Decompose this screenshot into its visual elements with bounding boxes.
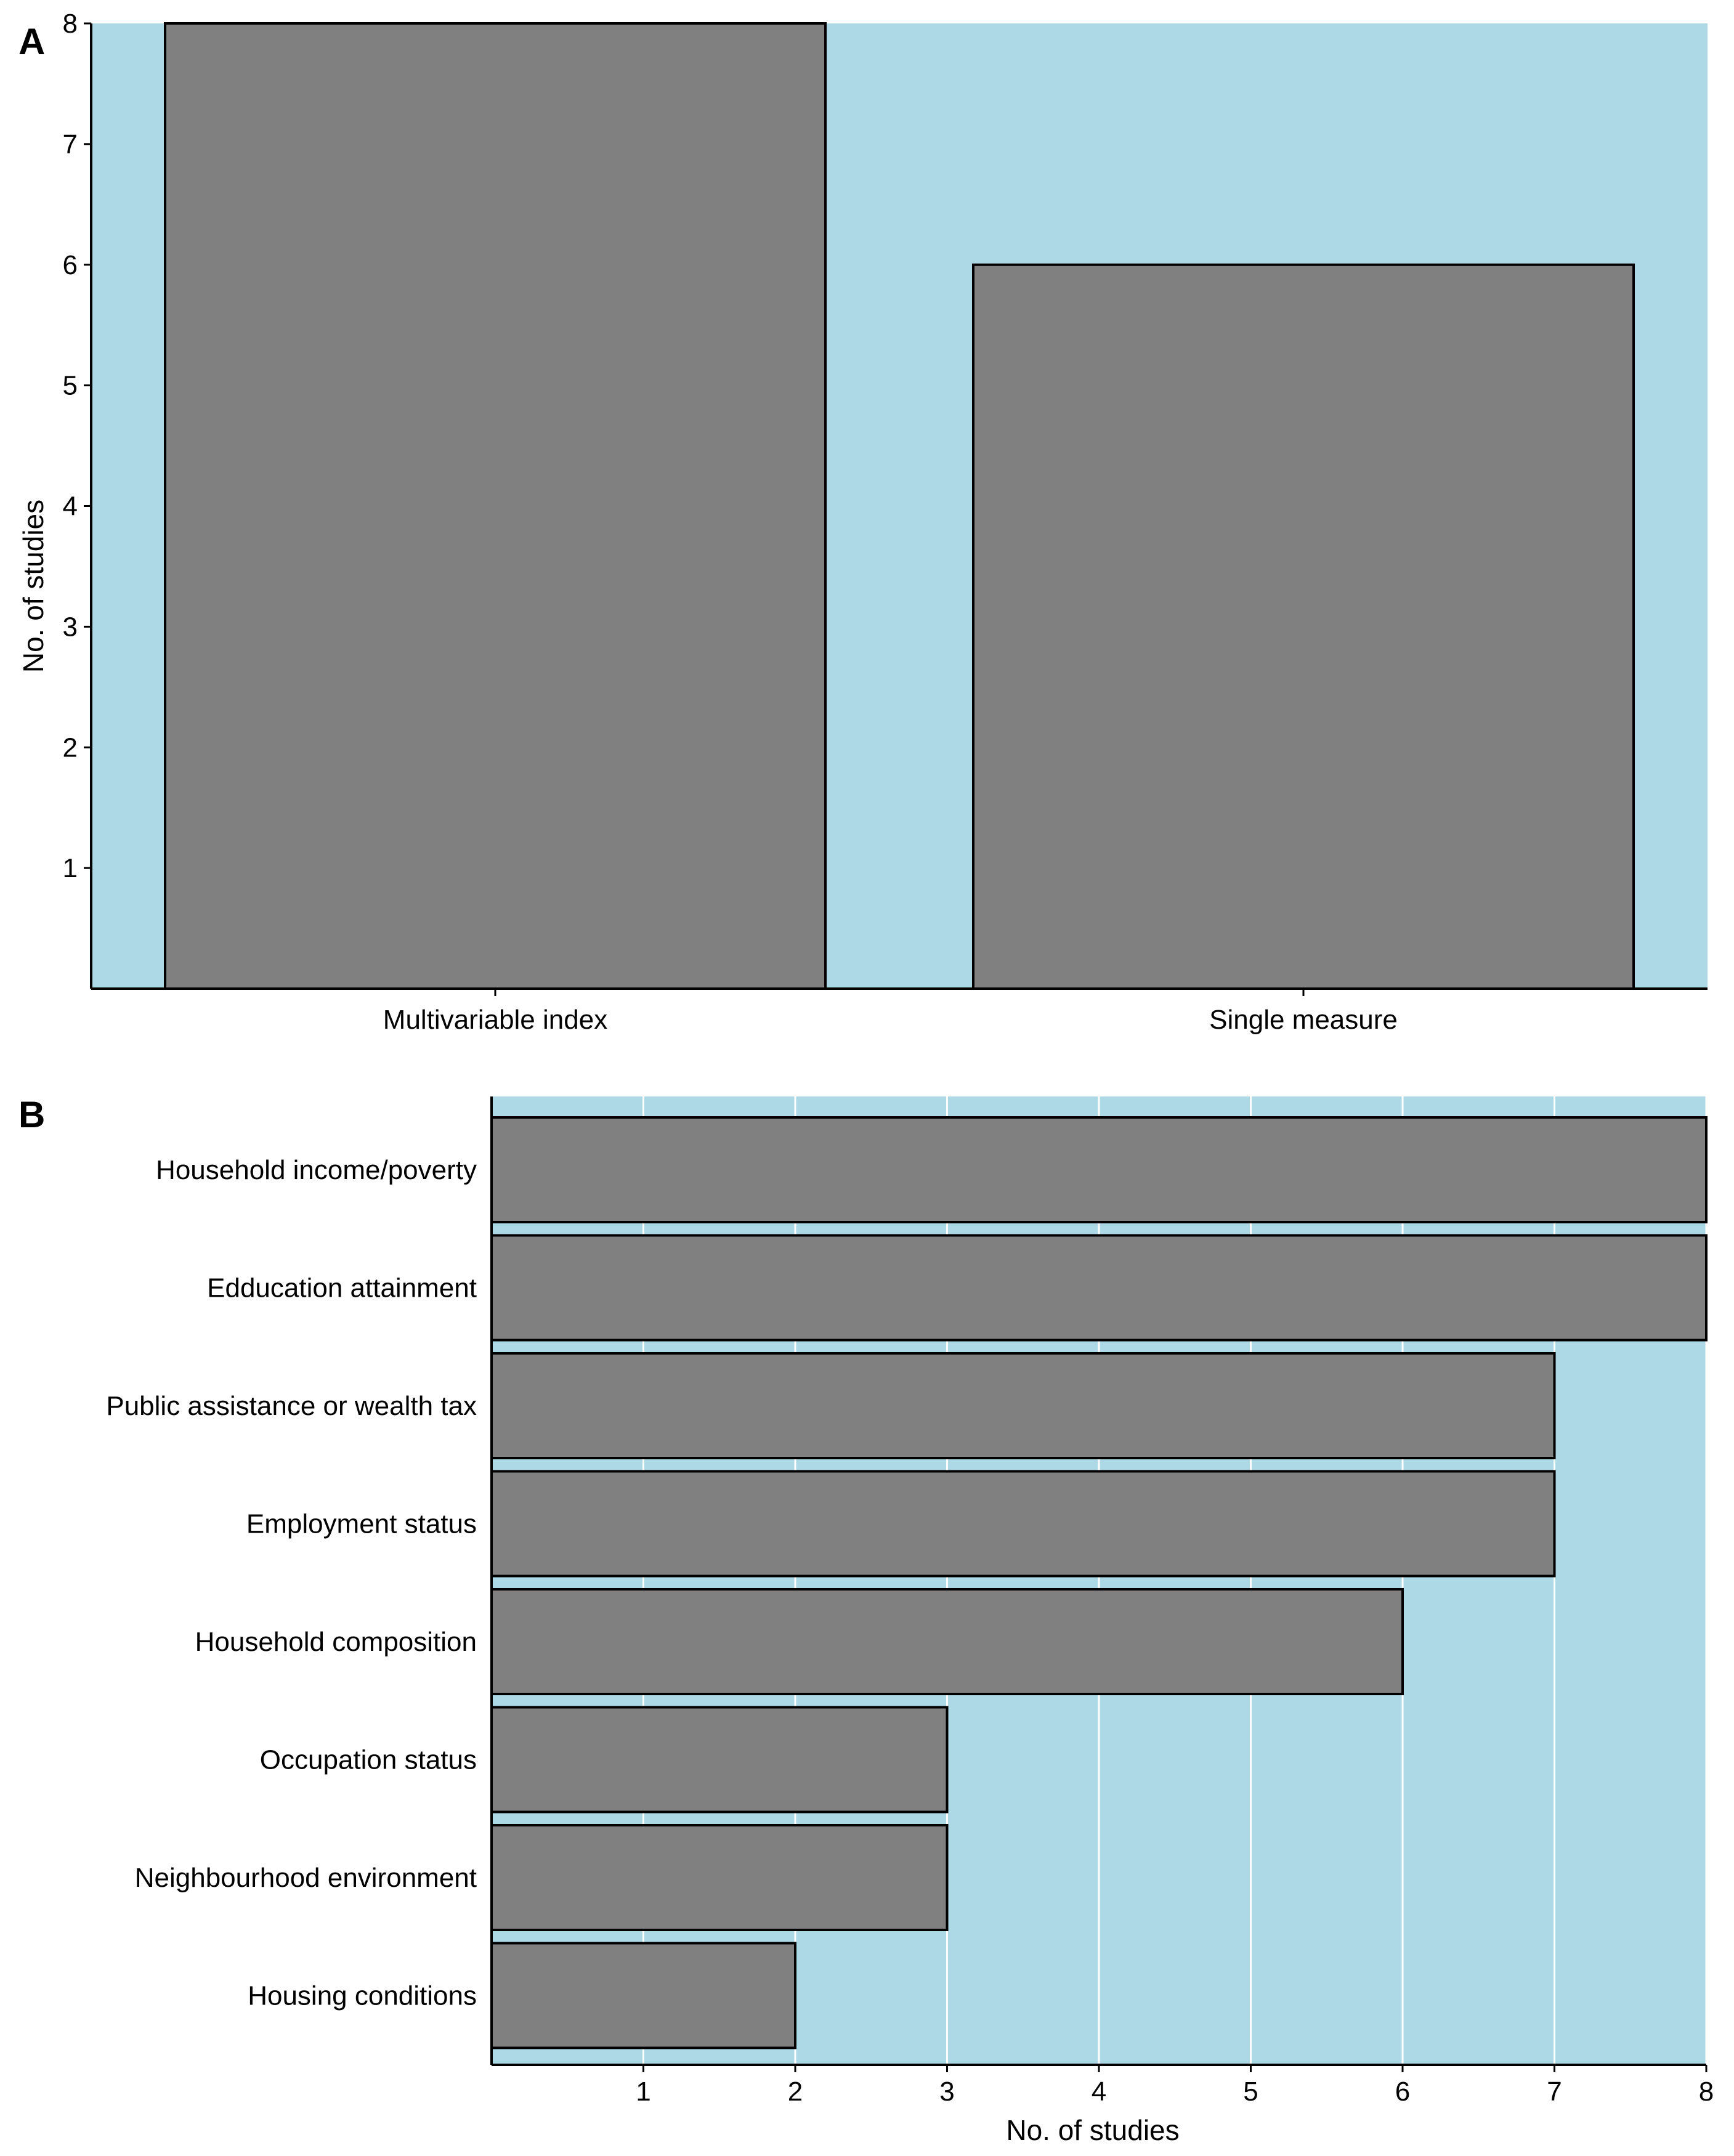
y-tick-label: 5 xyxy=(63,371,78,401)
y-tick-label: 4 xyxy=(63,492,78,522)
panel-b-x-ticks: 1 2 3 4 5 6 7 8 xyxy=(636,2065,1714,2107)
panel-a-y-axis-title: No. of studies xyxy=(17,500,49,673)
x-tick-label: 6 xyxy=(1395,2077,1410,2107)
panel-b-bar-chart: B 1 2 3 4 5 6 7 8 Household income/poverty Edduc… xyxy=(18,1094,1714,2146)
bar-occupation-status xyxy=(490,1706,949,1814)
panel-b-category-labels: Household income/poverty Edducation attai… xyxy=(106,1155,477,2011)
panel-a-bar-chart: A 1 2 3 4 5 6 7 8 Multivariable index Single mea… xyxy=(17,9,1708,1035)
bar-household-composition xyxy=(490,1588,1404,1695)
panel-b-x-axis-title: No. of studies xyxy=(1006,2114,1179,2146)
x-tick-label: Single measure xyxy=(1209,1005,1398,1035)
bar-employment-status xyxy=(490,1470,1556,1578)
y-tick-label: 8 xyxy=(63,9,78,39)
x-tick-label: 8 xyxy=(1699,2077,1714,2107)
bar-multivariable-index xyxy=(164,22,827,990)
x-tick-label: 4 xyxy=(1092,2077,1106,2107)
x-tick-label: 5 xyxy=(1243,2077,1258,2107)
x-tick-label: 2 xyxy=(788,2077,803,2107)
bar-public-assistance-or-wealth-tax xyxy=(490,1352,1556,1459)
bar-single-measure xyxy=(972,263,1635,990)
bar-household-income-poverty xyxy=(490,1116,1708,1223)
y-category-label: Housing conditions xyxy=(248,1981,477,2011)
x-tick-label: Multivariable index xyxy=(383,1005,607,1035)
x-tick-label: 1 xyxy=(636,2077,650,2107)
panel-a-bars xyxy=(164,22,1635,990)
panel-b-letter: B xyxy=(18,1094,45,1135)
y-tick-label: 1 xyxy=(63,853,78,883)
y-category-label: Employment status xyxy=(246,1509,477,1539)
y-category-label: Edducation attainment xyxy=(207,1273,477,1303)
y-category-label: Occupation status xyxy=(260,1745,477,1775)
bar-edducation-attainment xyxy=(490,1234,1708,1342)
x-tick-label: 7 xyxy=(1547,2077,1562,2107)
y-tick-label: 3 xyxy=(63,612,78,642)
y-category-label: Household composition xyxy=(195,1627,477,1657)
x-tick-label: 3 xyxy=(939,2077,954,2107)
y-category-label: Household income/poverty xyxy=(156,1155,477,1185)
y-category-label: Public assistance or wealth tax xyxy=(106,1391,477,1421)
y-tick-label: 6 xyxy=(63,250,78,280)
bar-housing-conditions xyxy=(490,1942,796,2049)
panel-a-letter: A xyxy=(18,21,45,62)
y-category-label: Neighbourhood environment xyxy=(135,1863,477,1893)
bar-neighbourhood-environment xyxy=(490,1824,949,1931)
panel-a-y-ticks: 1 2 3 4 5 6 7 8 xyxy=(63,9,91,883)
y-tick-label: 2 xyxy=(63,732,78,763)
y-tick-label: 7 xyxy=(63,129,78,160)
panel-a-x-ticks: Multivariable index Single measure xyxy=(383,989,1398,1035)
